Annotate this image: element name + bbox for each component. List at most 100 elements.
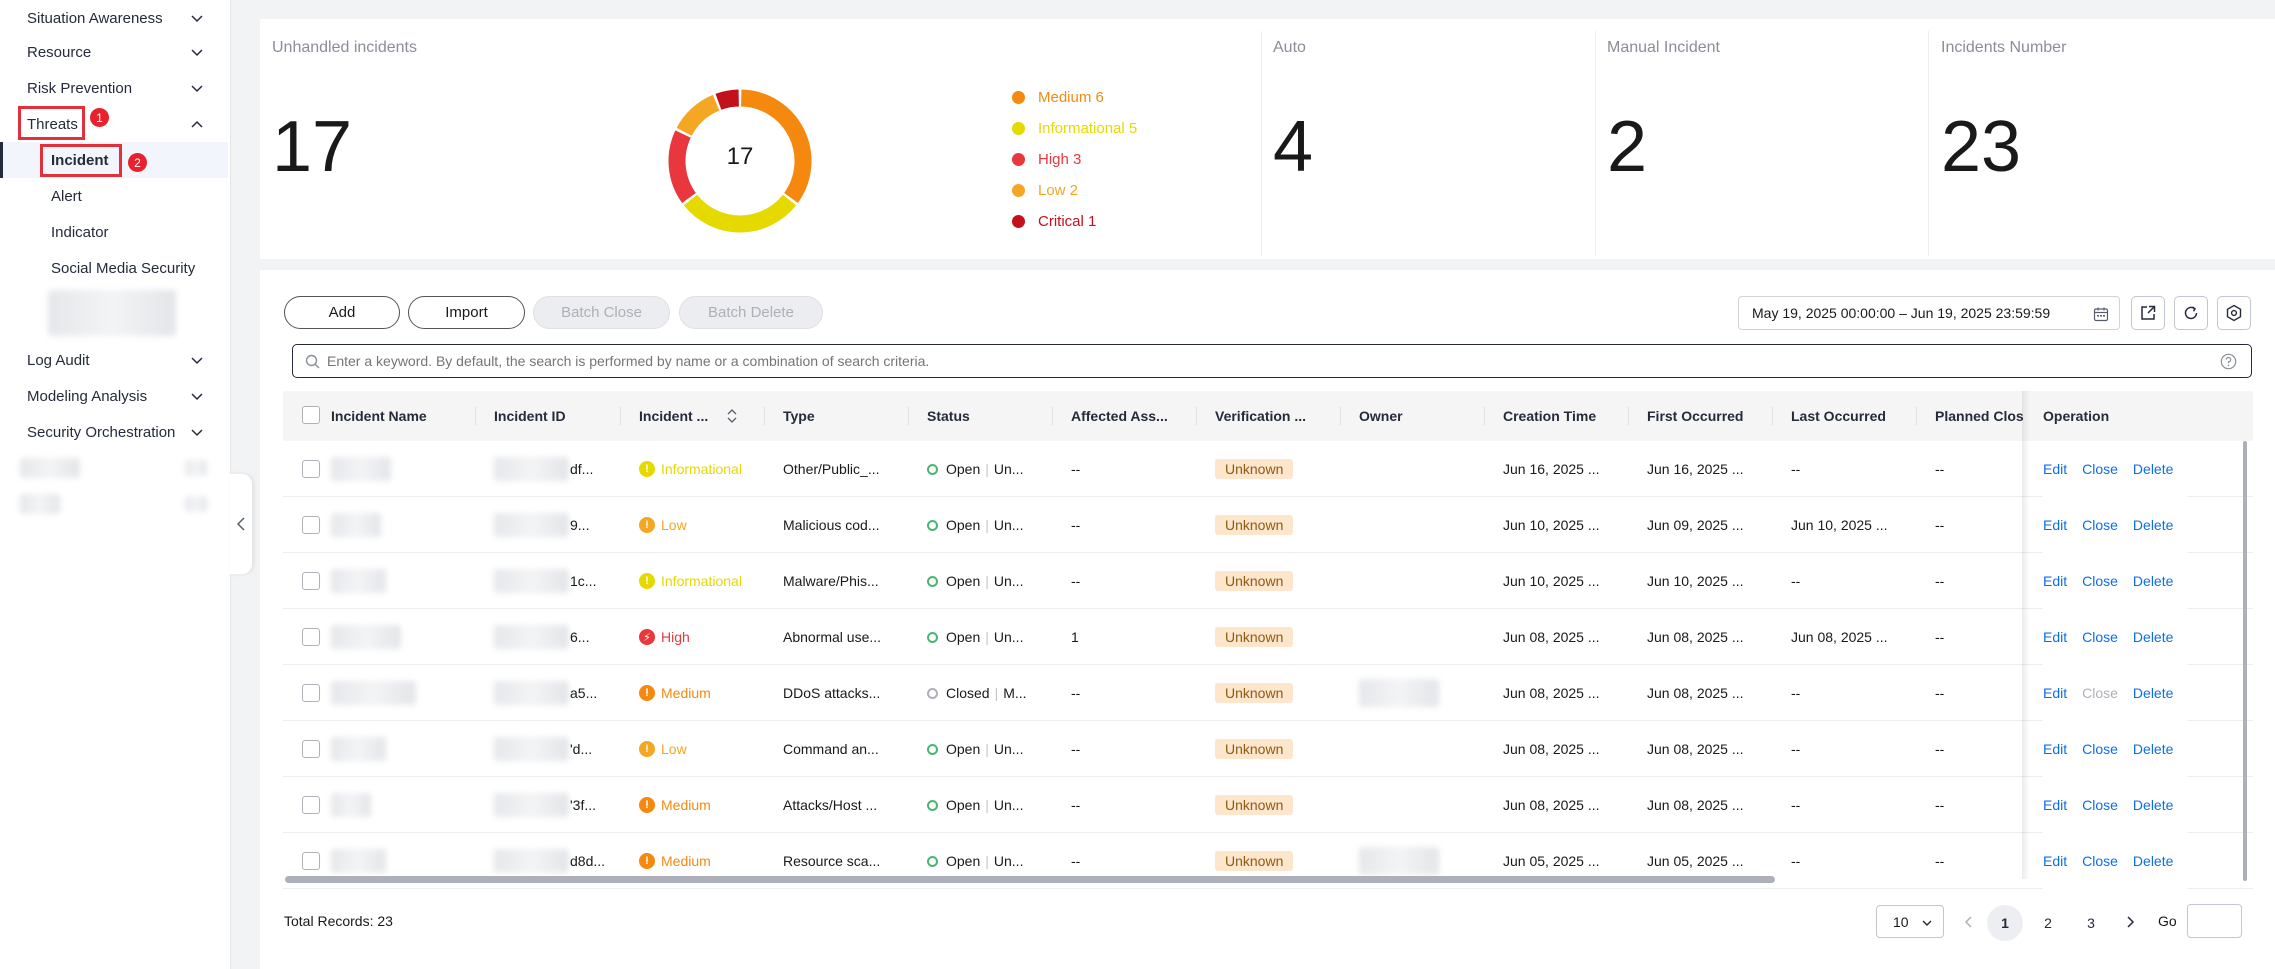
delete-link[interactable]: Delete (2132, 461, 2174, 477)
close-link[interactable]: Close (2082, 573, 2118, 589)
vertical-scrollbar[interactable] (2243, 441, 2247, 881)
edit-link[interactable]: Edit (2043, 797, 2068, 813)
page-size-value: 10 (1893, 913, 1909, 930)
edit-link[interactable]: Edit (2043, 853, 2068, 869)
page-size-select[interactable]: 10 (1876, 905, 1944, 938)
sort-icon[interactable] (726, 408, 738, 424)
edit-link[interactable]: Edit (2043, 629, 2068, 645)
donut-slice (668, 130, 697, 203)
subnav-indicator[interactable]: Indicator (0, 214, 228, 250)
col-affected-assets[interactable]: Affected Ass... (1071, 408, 1168, 424)
close-link[interactable]: Close (2082, 797, 2118, 813)
nav-security-orchestration[interactable]: Security Orchestration (0, 414, 230, 450)
nav-resource[interactable]: Resource (0, 34, 230, 70)
row-checkbox[interactable] (302, 460, 320, 478)
delete-link[interactable]: Delete (2132, 741, 2174, 757)
help-icon[interactable] (2220, 353, 2237, 370)
col-incident-name[interactable]: Incident Name (331, 408, 427, 424)
export-button[interactable] (2131, 296, 2165, 330)
delete-link[interactable]: Delete (2132, 685, 2174, 701)
page-3[interactable]: 3 (2087, 915, 2095, 931)
row-checkbox[interactable] (302, 684, 320, 702)
row-checkbox[interactable] (302, 628, 320, 646)
col-verification[interactable]: Verification ... (1215, 408, 1307, 424)
col-type[interactable]: Type (783, 408, 815, 424)
add-button[interactable]: Add (284, 296, 400, 329)
subnav-alert[interactable]: Alert (0, 178, 228, 214)
creation-time-cell: Jun 10, 2025 ... (1503, 573, 1600, 589)
close-link[interactable]: Close (2082, 741, 2118, 757)
col-last-occurred[interactable]: Last Occurred (1791, 408, 1886, 424)
delete-link[interactable]: Delete (2132, 517, 2174, 533)
settings-button[interactable] (2217, 296, 2251, 330)
planned-closure-cell: -- (1935, 741, 1945, 757)
edit-link[interactable]: Edit (2043, 741, 2068, 757)
subnav-social-media-security[interactable]: Social Media Security (0, 250, 228, 286)
delete-link[interactable]: Delete (2132, 573, 2174, 589)
next-page-icon[interactable] (2124, 915, 2136, 929)
search-input[interactable] (327, 353, 2127, 369)
legend-dot (1012, 183, 1025, 197)
edit-link[interactable]: Edit (2043, 685, 2068, 701)
batch-delete-button[interactable]: Batch Delete (679, 296, 823, 329)
page-2[interactable]: 2 (2044, 915, 2052, 931)
col-incident-id[interactable]: Incident ID (494, 408, 566, 424)
horizontal-scrollbar[interactable] (285, 876, 1775, 883)
goto-page-input[interactable] (2187, 904, 2242, 938)
row-checkbox[interactable] (302, 796, 320, 814)
severity-cell: ! Informational (639, 441, 742, 497)
date-range-picker[interactable]: May 19, 2025 00:00:00 – Jun 19, 2025 23:… (1738, 296, 2120, 330)
table-row[interactable]: 1c...! Informational Malware/Phis... Open | U… (283, 553, 2253, 609)
nav-threats[interactable]: Threats (0, 106, 230, 142)
page-1[interactable]: 1 (1987, 905, 2023, 941)
row-checkbox[interactable] (302, 572, 320, 590)
nav-risk-prevention[interactable]: Risk Prevention (0, 70, 230, 106)
close-link[interactable]: Close (2082, 685, 2118, 701)
select-all-checkbox[interactable] (302, 406, 320, 424)
batch-close-button[interactable]: Batch Close (533, 296, 670, 329)
blurred-id (494, 569, 569, 593)
row-checkbox[interactable] (302, 516, 320, 534)
blurred-name (331, 849, 386, 873)
edit-link[interactable]: Edit (2043, 517, 2068, 533)
refresh-button[interactable] (2174, 296, 2208, 330)
import-button[interactable]: Import (408, 296, 525, 329)
edit-link[interactable]: Edit (2043, 461, 2068, 477)
col-owner[interactable]: Owner (1359, 408, 1403, 424)
row-checkbox[interactable] (302, 852, 320, 870)
table-row[interactable]: 'd...! Low Command an... Open | Un... -- Unknow… (283, 721, 2253, 777)
table-row[interactable]: 9...! Low Malicious cod... Open | Un... -- Unkn… (283, 497, 2253, 553)
table-row[interactable]: a5...! Medium DDoS attacks... Closed | M... --… (283, 665, 2253, 721)
operation-cell: Edit Close Delete (2043, 609, 2189, 665)
col-incident-severity[interactable]: Incident ... (639, 391, 738, 441)
table-row[interactable]: d8d...! Medium Resource sca... Open | Un... --… (283, 833, 2253, 889)
col-planned-closure[interactable]: Planned Clos (1935, 408, 2024, 424)
delete-link[interactable]: Delete (2132, 853, 2174, 869)
subnav-incident[interactable]: Incident (0, 142, 228, 178)
col-first-occurred[interactable]: First Occurred (1647, 408, 1744, 424)
table-row[interactable]: '3f...! Medium Attacks/Host ... Open | Un... -… (283, 777, 2253, 833)
delete-link[interactable]: Delete (2132, 629, 2174, 645)
legend-medium: Medium 6 (1012, 87, 1104, 107)
planned-closure-cell: -- (1935, 517, 1945, 533)
col-status[interactable]: Status (927, 408, 970, 424)
legend-critical: Critical 1 (1012, 211, 1096, 231)
nav-situation-awareness[interactable]: Situation Awareness (0, 0, 230, 36)
nav-log-audit[interactable]: Log Audit (0, 342, 230, 378)
prev-page-icon[interactable] (1963, 915, 1975, 929)
edit-link[interactable]: Edit (2043, 573, 2068, 589)
affected-assets-cell: -- (1071, 853, 1081, 869)
search-bar[interactable] (292, 344, 2252, 378)
close-link[interactable]: Close (2082, 517, 2118, 533)
close-link[interactable]: Close (2082, 853, 2118, 869)
table-row[interactable]: 6... ⚡ High Abnormal use... Open | Un... 1 Unkno… (283, 609, 2253, 665)
nav-modeling-analysis[interactable]: Modeling Analysis (0, 378, 230, 414)
col-creation-time[interactable]: Creation Time (1503, 408, 1597, 424)
table-row[interactable]: df...! Informational Other/Public_... Open |… (283, 441, 2253, 497)
close-link[interactable]: Close (2082, 629, 2118, 645)
sidebar-collapse-button[interactable] (230, 474, 252, 574)
row-checkbox[interactable] (302, 740, 320, 758)
verification-cell: Unknown (1215, 665, 1294, 721)
delete-link[interactable]: Delete (2132, 797, 2174, 813)
close-link[interactable]: Close (2082, 461, 2118, 477)
